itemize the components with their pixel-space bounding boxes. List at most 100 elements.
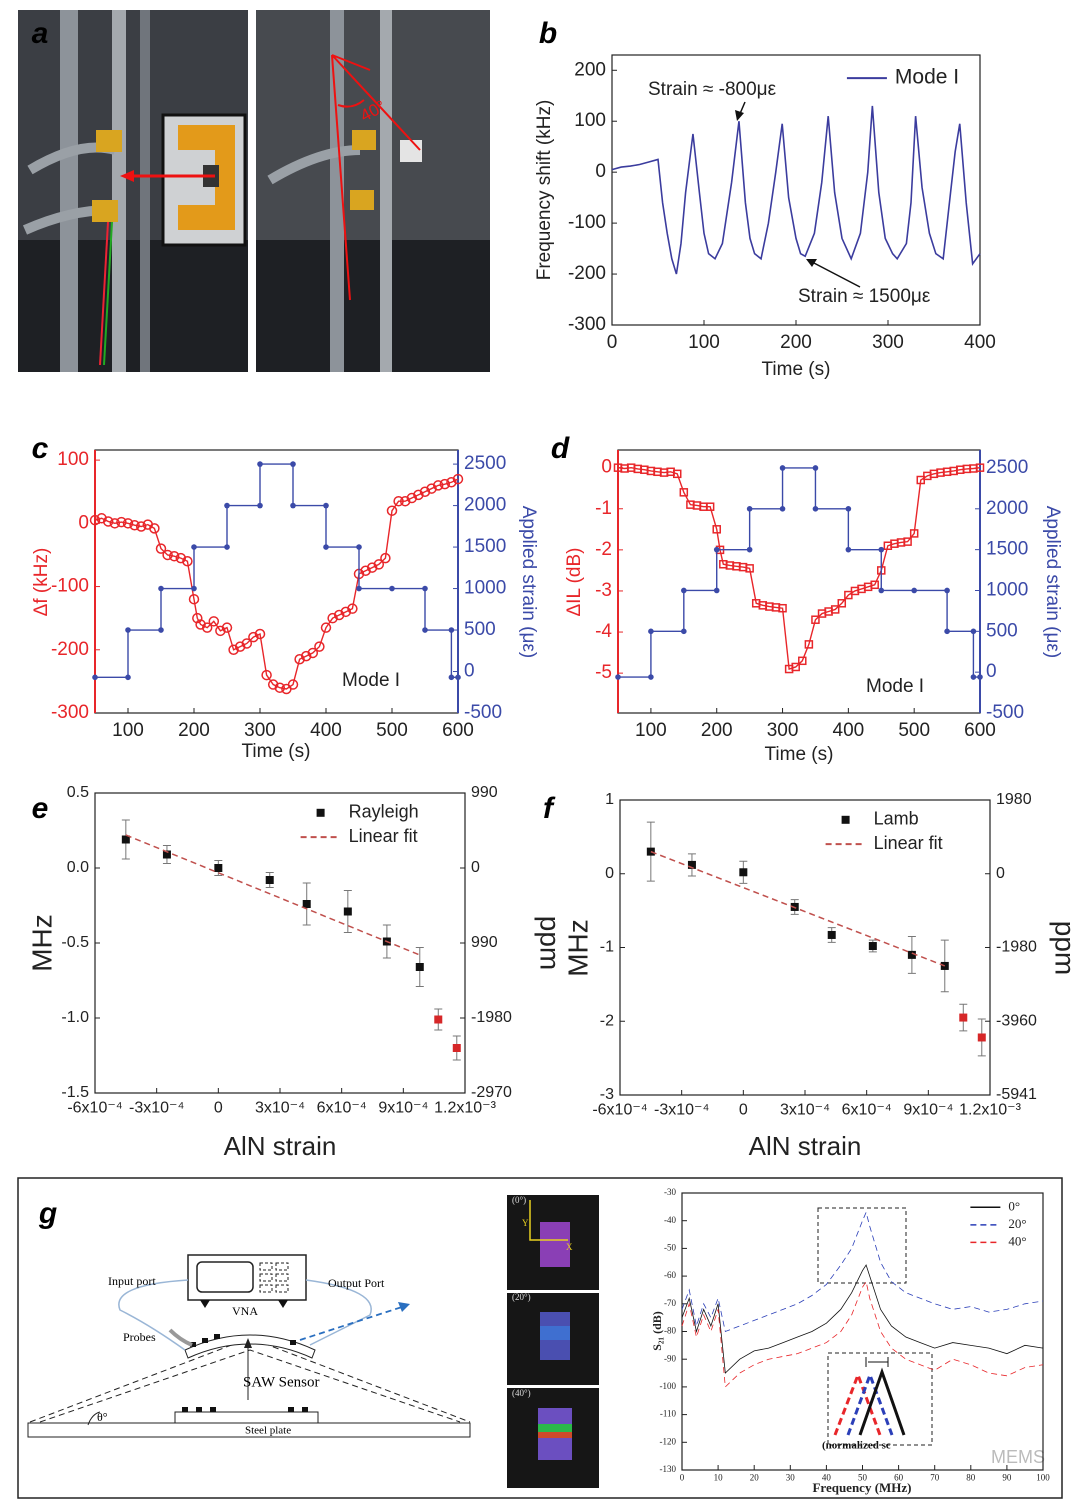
data-point [977,674,983,680]
y-tick-label: 0 [605,865,614,882]
chart: -6x10⁻⁴ -3x10⁻⁴ 0 3x10⁻⁴ 6x10⁻⁴ 9x10⁻⁴ 1.2x10⁻… [562,791,1080,1161]
inset-arrow [865,1357,889,1367]
data-point [201,622,213,633]
data-point [446,476,457,488]
chart: 0 100 200 300 400 -300 -200 -100 0 100 200 Frequenc… [534,54,996,380]
y2-axis-label: ppm [1050,921,1080,975]
probes-label: Probes [123,1330,156,1344]
data-point [745,564,754,573]
y2-tick-label: -500 [986,702,1024,723]
data-point [149,523,160,534]
data-point [340,606,352,618]
data-point [426,483,437,494]
chart: 100 200 300 400 500 600 -5 -4 -3 -2 -1 0 -500 0 500 100… [564,449,1063,765]
y2-tick-label: 0 [464,661,475,682]
data-point [158,585,164,592]
y-tick-label: -50 [664,1242,676,1252]
x-tick-label: 0 [607,332,618,353]
y2-axis-label: Applied strain (με) [1042,506,1063,658]
data-point [290,502,296,509]
y-tick-label: -0.5 [61,934,89,951]
data-point [287,679,299,690]
output-port-label: Output Port [328,1276,385,1290]
data-point [224,544,230,550]
y2-tick-label: 0 [996,865,1005,882]
y-tick-label: -1 [595,498,612,519]
annotation: Mode I [866,676,924,697]
y2-tick-label: 1500 [464,536,506,557]
data-point [878,587,885,594]
data-point [944,587,950,594]
x-tick-label: 400 [310,720,342,741]
panel-label: g [38,1197,57,1230]
data-point [812,465,819,471]
y2-axis-label: Applied strain (με) [518,506,539,658]
y-tick-label: -2 [595,539,612,560]
panel-g-frame [17,1177,1063,1499]
x-tick-label: 500 [898,720,930,741]
x-tick-label: 3x10⁻⁴ [780,1101,830,1118]
photo-left [18,10,248,372]
x-tick-label: 9x10⁻⁴ [903,1101,953,1118]
data-point [208,616,220,627]
y-tick-label: -100 [51,576,89,597]
data-point [234,641,246,652]
y-tick-label: -4 [595,621,612,642]
data-point [228,644,239,656]
data-point [257,461,263,467]
data-point [327,612,338,624]
plot-frame [94,792,466,1094]
y-tick-label: 0.0 [67,859,89,876]
data-point [811,615,820,624]
y-tick-label: -70 [664,1298,676,1308]
x-tick-label: 200 [701,720,733,741]
data-point [681,587,687,594]
zoom-box [817,1207,907,1284]
x-axis-label: Time (s) [762,359,831,380]
data-point [248,631,259,643]
data-point [366,562,378,573]
data-point [868,942,877,951]
x-tick-label: 400 [833,720,865,741]
data-point [399,495,411,507]
data-point [845,506,852,512]
x-tick-label: 200 [178,720,210,741]
x-axis-label: AlN strain [224,1131,337,1161]
data-point [778,603,787,613]
data-point [323,502,329,509]
x-tick-label: 0 [739,1101,748,1118]
data-point [448,674,455,681]
data-line [617,466,981,670]
x-tick-label: 300 [244,720,276,741]
panel-label: a [32,17,49,50]
y-axis-label: Frequency shift (kHz) [534,100,555,281]
y-tick-label: 0 [601,457,612,478]
y-tick-label: -100 [568,212,606,233]
legend-swatch [841,815,850,824]
legend-label: Mode I [895,66,959,89]
data-point [907,950,916,959]
data-point [687,860,696,869]
x-axis-label: Frequency (MHz) [812,1480,911,1495]
y-tick-label: -3 [600,1086,614,1103]
x-tick-label: 100 [688,332,720,353]
data-point [739,868,748,877]
data-point [191,544,197,550]
panel-label: d [551,432,570,465]
y2-tick-label: 1980 [996,791,1032,808]
x-axis-label: AlN strain [749,1131,862,1161]
y-tick-label: -3 [595,580,612,601]
y2-axis-label: ppm [535,916,566,970]
data-point [116,516,127,528]
data-point [648,628,654,635]
y-tick-label: -5 [595,662,612,683]
x-tick-label: -3x10⁻⁴ [654,1101,709,1118]
x-tick-label: 400 [964,332,996,353]
data-point [92,674,98,681]
y-tick-label: -2 [600,1012,614,1029]
y2-tick-label: 2000 [464,495,506,516]
data-point [135,521,147,532]
image-axis-y: Y [522,1218,529,1228]
x-tick-label: 0 [680,1473,685,1483]
data-point [455,674,461,681]
